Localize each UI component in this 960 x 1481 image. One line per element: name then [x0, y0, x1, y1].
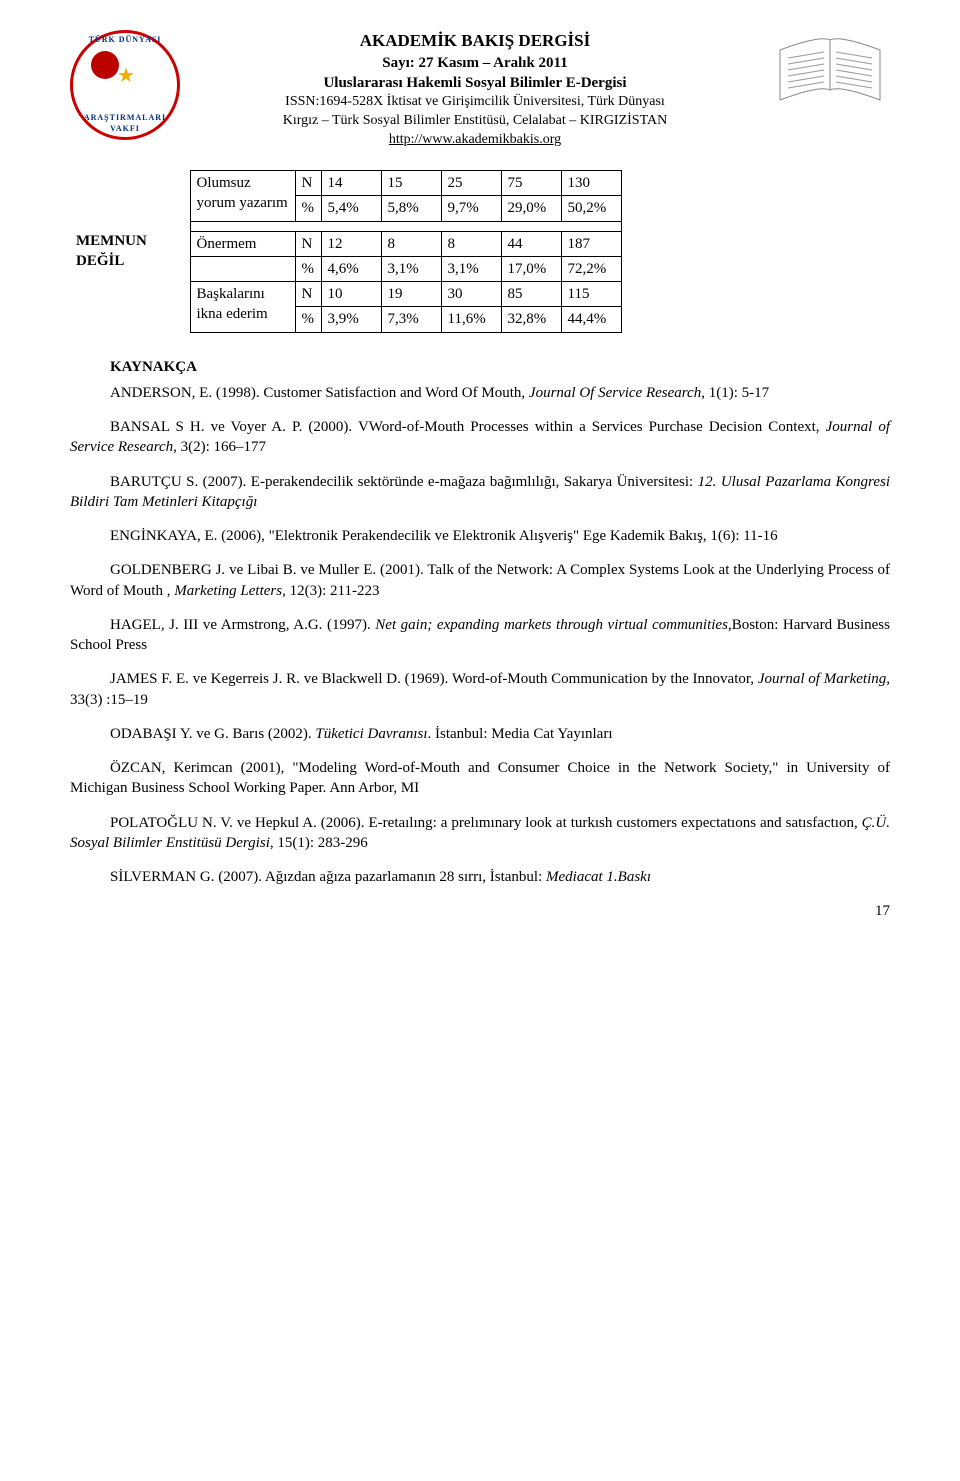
ref-text: HAGEL, J. III ve Armstrong, A.G. (1997). — [110, 617, 375, 633]
ref-text: 12(3): 211-223 — [286, 583, 380, 599]
ref-text: . İstanbul: Media Cat Yayınları — [428, 726, 613, 742]
ref-text: BANSAL S H. ve Voyer A. P. (2000). VWord… — [110, 419, 826, 435]
cell: 30 — [441, 282, 501, 307]
cell: 8 — [381, 231, 441, 256]
journal-subtitle: Uluslararası Hakemli Sosyal Bilimler E-D… — [192, 73, 758, 93]
group-label: MEMNUN DEĞİL — [70, 171, 190, 333]
reference-entry: ENGİNKAYA, E. (2006), "Elektronik Perake… — [70, 526, 890, 546]
row-label: Başkalarını ikna ederim — [190, 282, 295, 333]
page-header: TÜRK DÜNYASI ARAŞTIRMALARI VAKFI AKADEMİ… — [70, 30, 890, 150]
reference-entry: ODABAŞI Y. ve G. Barıs (2002). Tüketici … — [70, 724, 890, 744]
row-label-empty — [190, 256, 295, 281]
ref-text: , 1(1): 5-17 — [701, 385, 769, 401]
reference-entry: GOLDENBERG J. ve Libai B. ve Muller E. (… — [70, 560, 890, 601]
cell: 32,8% — [501, 307, 561, 332]
logo-text-bottom: ARAŞTIRMALARI VAKFI — [73, 113, 177, 135]
reference-entry: JAMES F. E. ve Kegerreis J. R. ve Blackw… — [70, 669, 890, 710]
ref-text: ODABAŞI Y. ve G. Barıs (2002). — [110, 726, 315, 742]
ref-italic: Journal Of Service Research — [529, 385, 701, 401]
cell: 85 — [501, 282, 561, 307]
open-book-icon — [770, 30, 890, 120]
cell: 9,7% — [441, 196, 501, 221]
marker-pct: % — [295, 307, 321, 332]
cell: 75 — [501, 171, 561, 196]
cell: 10 — [321, 282, 381, 307]
ref-text: JAMES F. E. ve Kegerreis J. R. ve Blackw… — [110, 671, 758, 687]
reference-entry: BANSAL S H. ve Voyer A. P. (2000). VWord… — [70, 417, 890, 458]
ref-text: , 15(1): 283-296 — [270, 835, 368, 851]
ref-italic: Net gain; expanding markets through virt… — [375, 617, 728, 633]
ref-text: POLATOĞLU N. V. ve Hepkul A. (2006). E-r… — [110, 815, 862, 831]
ref-text: BARUTÇU S. (2007). E-perakendecilik sekt… — [110, 474, 698, 490]
cell: 3,1% — [441, 256, 501, 281]
cell: 14 — [321, 171, 381, 196]
journal-issn: ISSN:1694-528X İktisat ve Girişimcilik Ü… — [192, 93, 758, 112]
ref-italic: Mediacat 1.Baskı — [546, 869, 651, 885]
row-label: Olumsuz yorum yazarım — [190, 171, 295, 222]
cell: 5,8% — [381, 196, 441, 221]
ref-text: ENGİNKAYA, E. (2006), "Elektronik Perake… — [110, 528, 778, 544]
cell: 25 — [441, 171, 501, 196]
cell: 7,3% — [381, 307, 441, 332]
cell: 8 — [441, 231, 501, 256]
page-number: 17 — [70, 901, 890, 921]
header-center: AKADEMİK BAKIŞ DERGİSİ Sayı: 27 Kasım – … — [192, 30, 758, 150]
cell: 5,4% — [321, 196, 381, 221]
reference-entry: SİLVERMAN G. (2007). Ağızdan ağıza pazar… — [70, 867, 890, 887]
journal-institution: Kırgız – Türk Sosyal Bilimler Enstitüsü,… — [192, 112, 758, 131]
satisfaction-table: MEMNUN DEĞİL Olumsuz yorum yazarım N 14 … — [70, 170, 622, 333]
ref-text: , 3(2): 166–177 — [173, 439, 266, 455]
logo-text-top: TÜRK DÜNYASI — [73, 35, 177, 46]
reference-entry: POLATOĞLU N. V. ve Hepkul A. (2006). E-r… — [70, 813, 890, 854]
cell: 12 — [321, 231, 381, 256]
cell: 3,9% — [321, 307, 381, 332]
reference-entry: ANDERSON, E. (1998). Customer Satisfacti… — [70, 383, 890, 403]
ref-italic: Journal of Marketing — [758, 671, 886, 687]
cell: 29,0% — [501, 196, 561, 221]
ref-text: ÖZCAN, Kerimcan (2001), "Modeling Word-o… — [70, 760, 890, 796]
reference-entry: HAGEL, J. III ve Armstrong, A.G. (1997).… — [70, 615, 890, 656]
marker-n: N — [295, 231, 321, 256]
table-row: MEMNUN DEĞİL Olumsuz yorum yazarım N 14 … — [70, 171, 621, 196]
cell: 115 — [561, 282, 621, 307]
cell: 187 — [561, 231, 621, 256]
cell: 19 — [381, 282, 441, 307]
cell: 17,0% — [501, 256, 561, 281]
journal-logo: TÜRK DÜNYASI ARAŞTIRMALARI VAKFI — [70, 30, 180, 140]
references-heading: KAYNAKÇA — [110, 357, 890, 377]
cell: 44,4% — [561, 307, 621, 332]
journal-url: http://www.akademikbakis.org — [192, 131, 758, 150]
marker-n: N — [295, 282, 321, 307]
cell: 72,2% — [561, 256, 621, 281]
reference-entry: BARUTÇU S. (2007). E-perakendecilik sekt… — [70, 472, 890, 513]
cell: 130 — [561, 171, 621, 196]
ref-text: ANDERSON, E. (1998). Customer Satisfacti… — [110, 385, 529, 401]
cell: 3,1% — [381, 256, 441, 281]
cell: 50,2% — [561, 196, 621, 221]
cell: 15 — [381, 171, 441, 196]
ref-italic: Tüketici Davranısı — [315, 726, 427, 742]
ref-italic: Marketing Letters, — [174, 583, 286, 599]
cell: 11,6% — [441, 307, 501, 332]
marker-pct: % — [295, 196, 321, 221]
marker-n: N — [295, 171, 321, 196]
cell: 4,6% — [321, 256, 381, 281]
journal-issue: Sayı: 27 Kasım – Aralık 2011 — [192, 53, 758, 73]
cell: 44 — [501, 231, 561, 256]
reference-entry: ÖZCAN, Kerimcan (2001), "Modeling Word-o… — [70, 758, 890, 799]
journal-title: AKADEMİK BAKIŞ DERGİSİ — [192, 30, 758, 53]
marker-pct: % — [295, 256, 321, 281]
row-label: Önermem — [190, 231, 295, 256]
ref-text: SİLVERMAN G. (2007). Ağızdan ağıza pazar… — [110, 869, 546, 885]
